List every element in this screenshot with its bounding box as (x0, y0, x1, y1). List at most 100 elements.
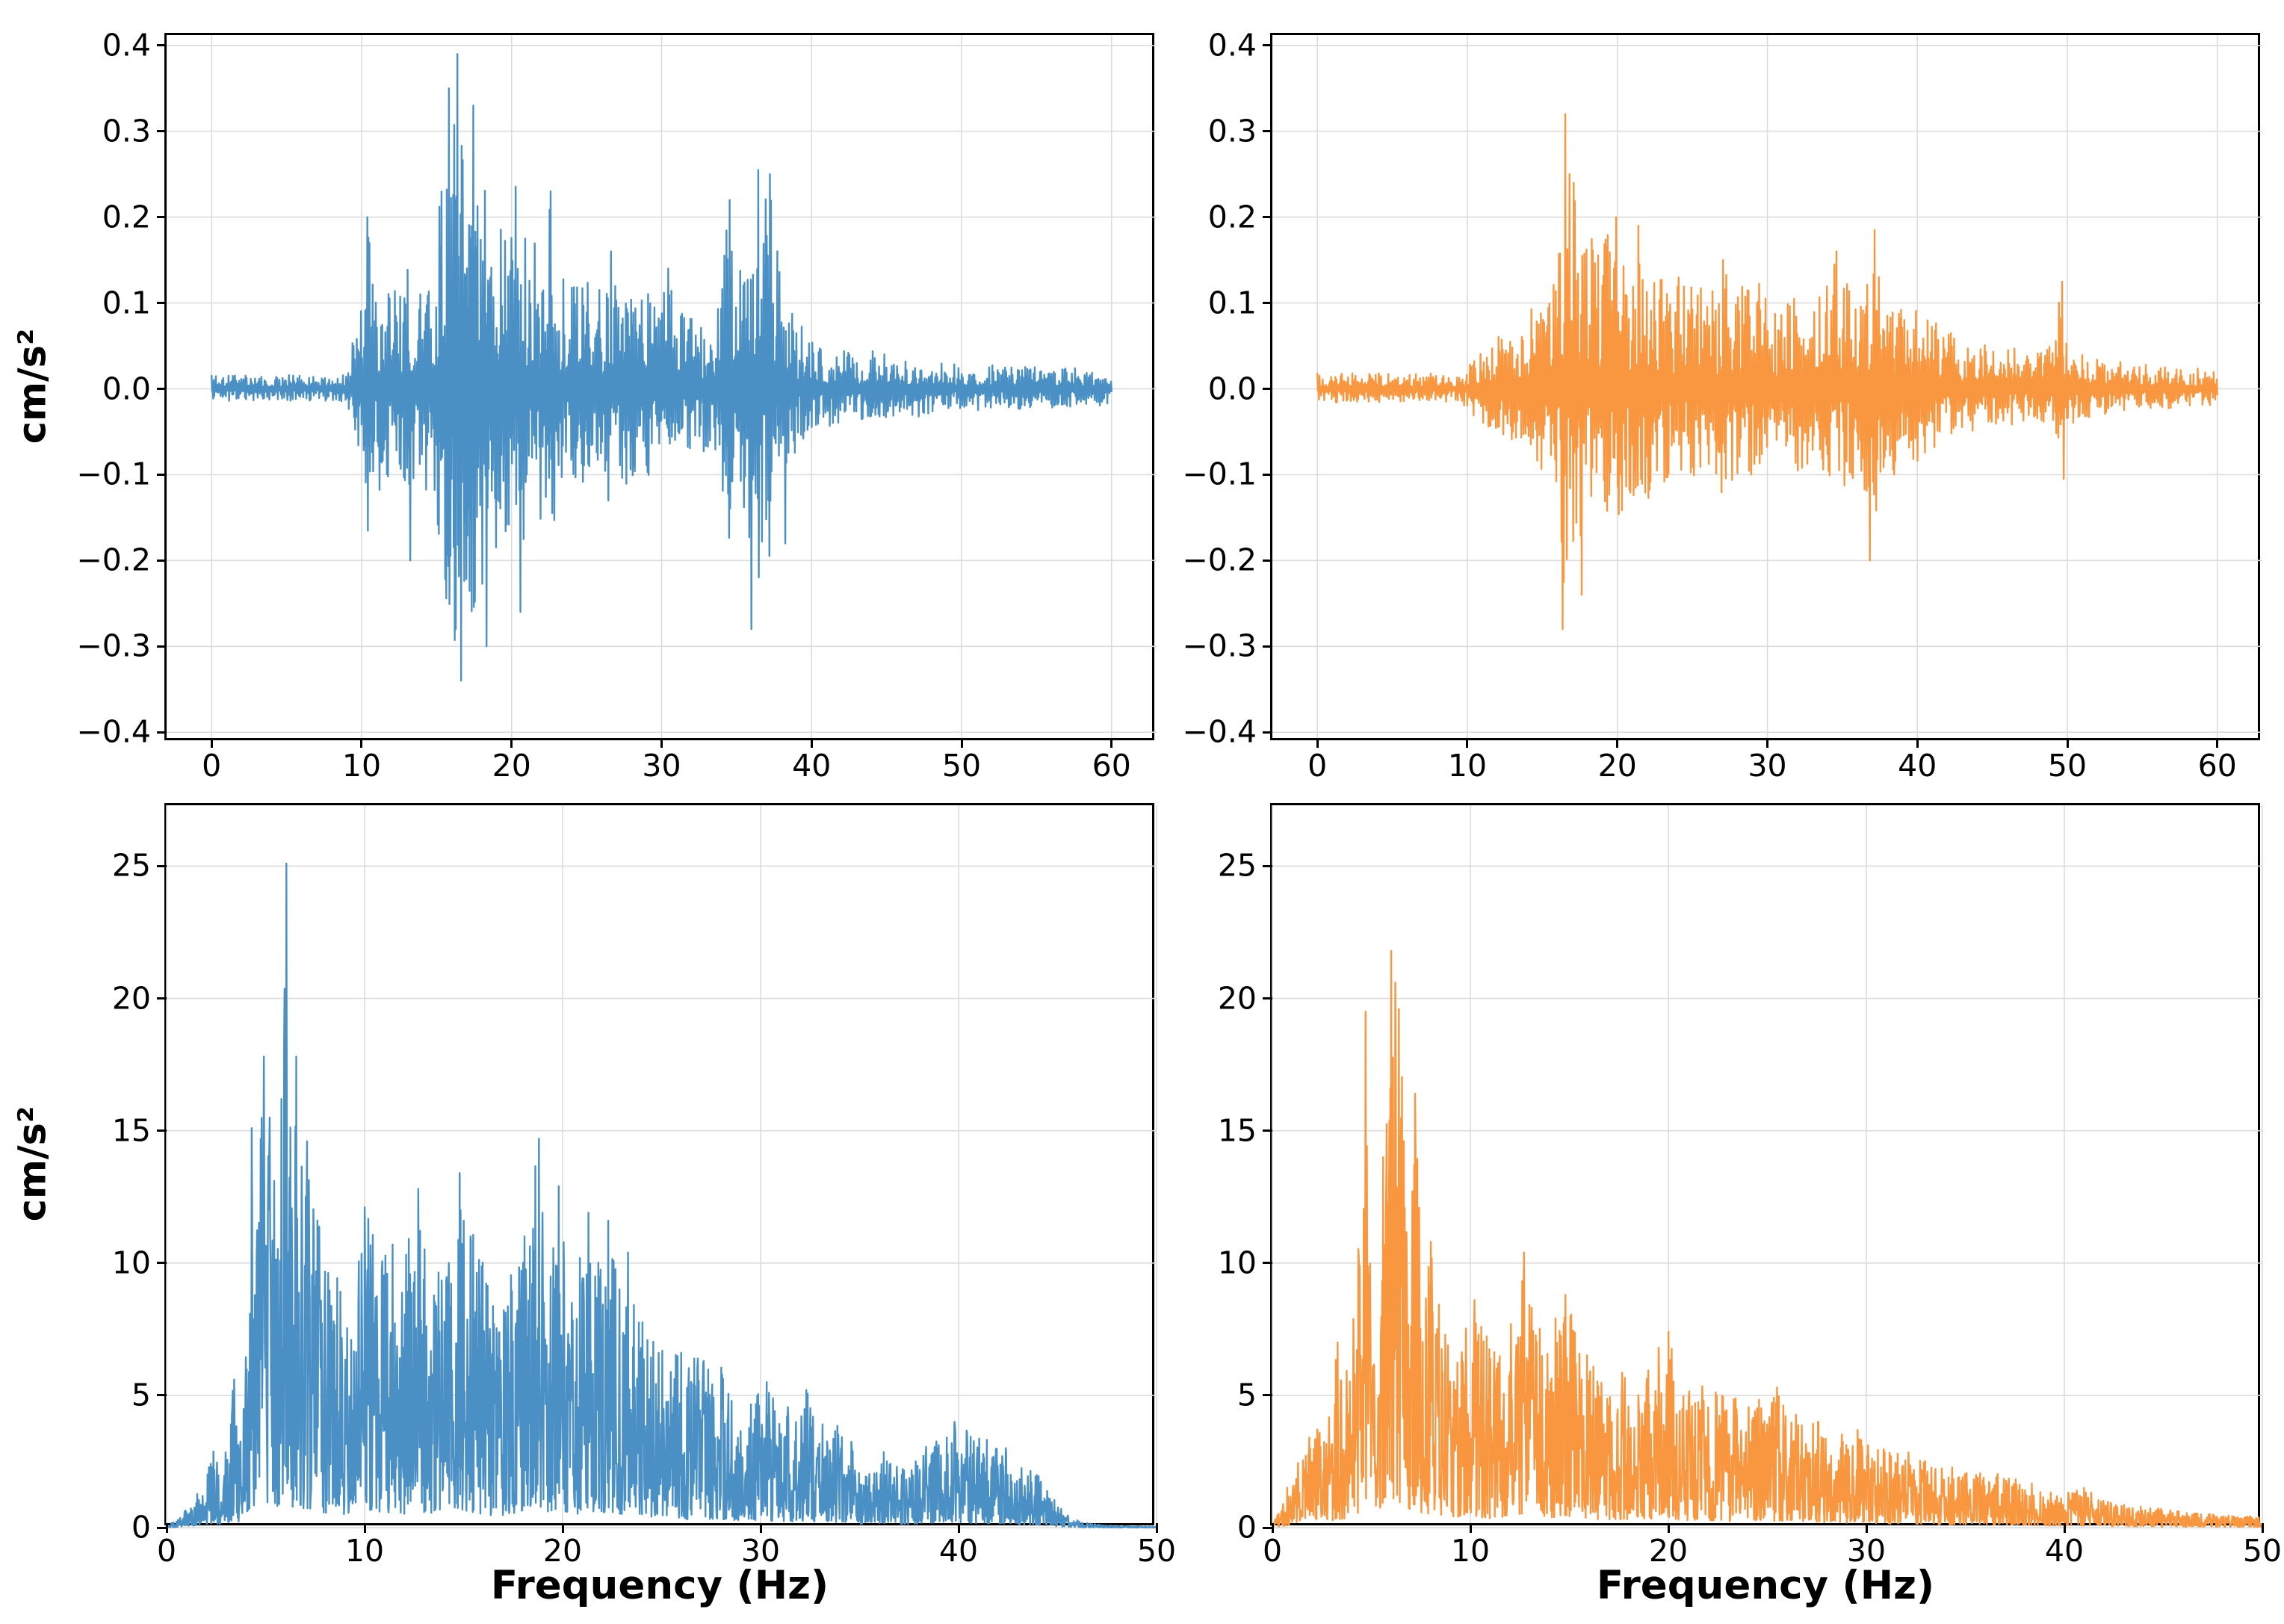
axes-top-right-waveform: 0 10 20 30 40 50 60 0.4 0.3 0.2 0.1 0.0 −0.1 −0.2 −0.3… (1182, 29, 2262, 782)
x-tick-label: 0 (1307, 748, 1328, 784)
x-tick-mark (1865, 1523, 1868, 1533)
x-tick-mark (510, 738, 513, 748)
y-tick-mark (157, 864, 167, 867)
x-tick-label: 10 (1447, 748, 1488, 784)
x-tick-mark (2216, 738, 2219, 748)
x-tick-label: 10 (341, 748, 382, 784)
y-tick-label: 0.3 (1207, 113, 1257, 149)
y-tick-label: 0.2 (102, 199, 151, 235)
x-tick-mark (1766, 738, 1768, 748)
x-tick-label: 30 (642, 748, 681, 784)
y-tick-mark (157, 1262, 167, 1265)
x-tick-label: 40 (792, 748, 832, 784)
x-tick-label: 20 (492, 748, 531, 784)
y-tick-label: −0.1 (76, 456, 151, 492)
spectrum-blue-svg (165, 805, 1158, 1529)
x-axis-label-bottom-right: Frequency (Hz) (1596, 1563, 1935, 1608)
y-tick-label: 20 (1217, 980, 1257, 1017)
x-tick-mark (1667, 1523, 1670, 1533)
y-tick-label: 0.0 (1207, 370, 1257, 406)
y-tick-mark (1263, 388, 1272, 390)
y-tick-mark (157, 473, 167, 476)
y-tick-mark (157, 1526, 167, 1529)
x-tick-label: 60 (1092, 748, 1131, 784)
x-tick-label: 50 (2047, 748, 2088, 784)
y-tick-label: 0.2 (1207, 199, 1257, 235)
x-tick-mark (1469, 1523, 1472, 1533)
y-tick-mark (157, 216, 167, 219)
y-tick-mark (157, 645, 167, 648)
x-tick-label: 50 (1136, 1533, 1177, 1569)
y-tick-label: 20 (111, 980, 151, 1017)
y-tick-label: 5 (1237, 1377, 1257, 1413)
y-tick-label: 15 (111, 1112, 151, 1149)
y-tick-mark (1263, 302, 1272, 305)
y-tick-label: −0.4 (76, 713, 151, 750)
y-tick-mark (157, 302, 167, 305)
x-tick-label: 50 (2242, 1533, 2283, 1569)
x-tick-label: 30 (1846, 1533, 1887, 1569)
y-tick-mark (1263, 731, 1272, 734)
x-tick-mark (1271, 1523, 1274, 1533)
x-tick-label: 20 (542, 1533, 583, 1569)
axes-bottom-right-spectrum: 0 10 20 30 40 50 25 20 15 10 5 0 (1218, 803, 2282, 1567)
x-tick-mark (2261, 1523, 2264, 1533)
x-tick-label: 50 (941, 748, 982, 784)
y-tick-mark (157, 559, 167, 562)
y-tick-mark (157, 44, 167, 47)
y-tick-mark (157, 731, 167, 734)
x-tick-mark (1316, 738, 1319, 748)
y-tick-label: 0.0 (102, 370, 151, 406)
x-tick-label: 20 (1648, 1533, 1689, 1569)
y-tick-mark (157, 388, 167, 390)
y-tick-mark (157, 1129, 167, 1132)
x-tick-mark (2066, 738, 2069, 748)
y-tick-mark (157, 1394, 167, 1397)
signal-trace-spectrum (1271, 949, 2264, 1528)
y-tick-label: −0.1 (1182, 456, 1257, 492)
x-tick-mark (165, 1523, 168, 1533)
axes-top-left-waveform: 0 10 20 30 40 50 60 0.4 0.3 0.2 0.1 0.0 −0.1 −0.2 −0.3… (76, 29, 1157, 782)
x-tick-mark (1916, 738, 1919, 748)
y-tick-mark (1263, 864, 1272, 867)
x-tick-mark (210, 738, 213, 748)
y-tick-label: 25 (1217, 847, 1257, 884)
y-tick-mark (1263, 130, 1272, 133)
x-tick-mark (360, 738, 363, 748)
x-tick-mark (1466, 738, 1469, 748)
y-tick-mark (1263, 473, 1272, 476)
y-tick-label: −0.2 (76, 542, 151, 578)
y-tick-label: 15 (1217, 1112, 1257, 1149)
y-tick-label: 10 (1217, 1245, 1257, 1281)
x-tick-mark (2063, 1523, 2066, 1533)
gridlines (1272, 805, 2263, 1528)
x-tick-label: 30 (740, 1533, 781, 1569)
y-tick-label: 0.3 (102, 113, 151, 149)
y-tick-label: 0.1 (102, 285, 151, 321)
y-tick-mark (157, 997, 167, 1000)
y-tick-label: −0.2 (1182, 542, 1257, 578)
y-tick-mark (1263, 1394, 1272, 1397)
y-tick-label: −0.3 (76, 627, 151, 664)
y-tick-label: −0.3 (1182, 627, 1257, 664)
y-tick-label: 0.4 (1207, 27, 1257, 63)
x-tick-mark (561, 1523, 564, 1533)
x-tick-mark (1155, 1523, 1158, 1533)
x-tick-label: 30 (1748, 748, 1787, 784)
x-tick-label: 40 (2044, 1533, 2085, 1569)
signal-trace-waveform (1316, 113, 2218, 630)
x-tick-label: 10 (344, 1533, 385, 1569)
x-tick-mark (960, 738, 963, 748)
y-tick-label: −0.4 (1182, 713, 1257, 750)
x-tick-mark (660, 738, 663, 748)
x-axis-label-bottom-left: Frequency (Hz) (490, 1563, 829, 1608)
y-tick-label: 10 (111, 1245, 151, 1281)
x-tick-label: 20 (1597, 748, 1637, 784)
y-tick-mark (1263, 997, 1272, 1000)
x-tick-mark (957, 1523, 960, 1533)
y-tick-label: 25 (111, 847, 151, 884)
y-tick-mark (1263, 1262, 1272, 1265)
waveform-orange-svg (1272, 35, 2262, 743)
y-tick-mark (1263, 216, 1272, 219)
y-tick-mark (1263, 1129, 1272, 1132)
